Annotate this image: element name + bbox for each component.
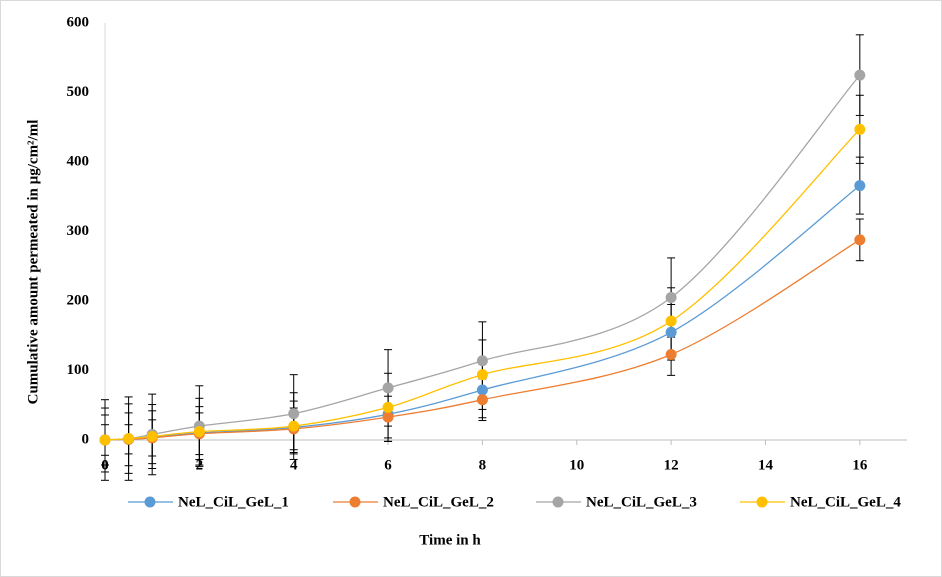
legend-marker	[144, 496, 156, 508]
x-tick-label: 16	[852, 457, 868, 473]
point	[665, 326, 677, 338]
point	[382, 411, 394, 423]
point	[193, 426, 205, 438]
legend-marker	[552, 496, 564, 508]
y-axis-title: Cumulative amount permeated in µg/cm²/ml	[25, 120, 41, 405]
point	[476, 355, 488, 367]
series-line	[104, 128, 861, 441]
point	[854, 69, 866, 81]
legend-marker	[349, 496, 361, 508]
y-tick-label: 200	[67, 292, 90, 308]
x-tick-label: 14	[758, 457, 774, 473]
point	[476, 394, 488, 406]
point	[665, 315, 677, 327]
legend-marker	[756, 496, 768, 508]
x-tick-label: 4	[290, 457, 298, 473]
point	[288, 408, 300, 420]
point	[99, 434, 111, 446]
legend-label: NeL_CiL_GeL_3	[586, 494, 697, 510]
point	[854, 180, 866, 192]
y-tick-label: 500	[67, 84, 90, 100]
legend-label: NeL_CiL_GeL_1	[178, 494, 289, 510]
y-tick-label: 300	[67, 223, 90, 239]
point	[854, 234, 866, 246]
x-axis-title: Time in h	[419, 532, 481, 548]
point	[146, 431, 158, 443]
point	[476, 384, 488, 396]
y-tick-label: 0	[82, 431, 90, 447]
y-tick-label: 400	[67, 153, 90, 169]
point	[854, 123, 866, 135]
point	[382, 382, 394, 394]
point	[665, 292, 677, 304]
x-tick-label: 8	[479, 457, 487, 473]
point	[476, 369, 488, 381]
y-tick-label: 100	[67, 362, 90, 378]
x-tick-label: 10	[569, 457, 584, 473]
point	[665, 349, 677, 361]
legend-label: NeL_CiL_GeL_2	[383, 494, 494, 510]
point	[288, 420, 300, 432]
series-line	[104, 74, 861, 441]
x-tick-label: 6	[384, 457, 392, 473]
legend-label: NeL_CiL_GeL_4	[790, 494, 901, 510]
x-tick-label: 12	[664, 457, 679, 473]
y-tick-label: 600	[67, 14, 90, 30]
point	[382, 401, 394, 413]
point	[123, 433, 135, 445]
